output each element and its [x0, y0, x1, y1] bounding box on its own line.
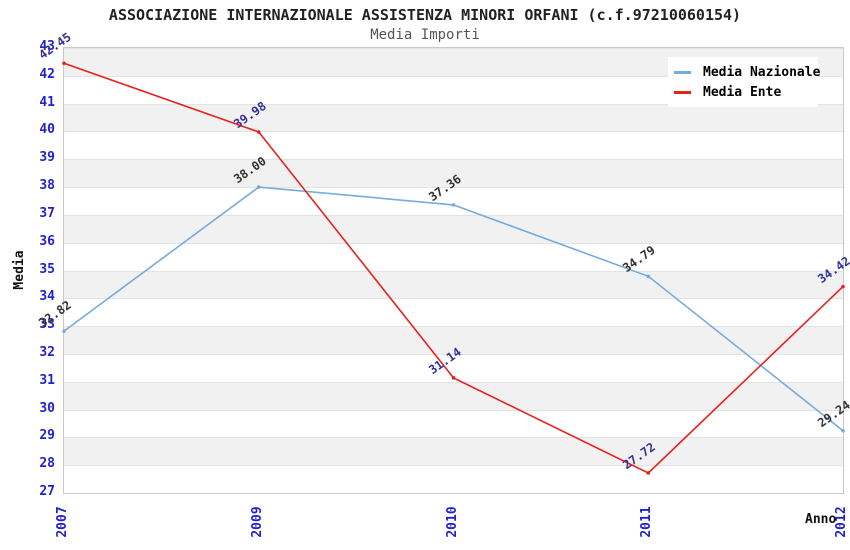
grid-band [64, 214, 843, 243]
y-tick-label: 38 [39, 178, 55, 194]
legend-swatch-blue [674, 70, 691, 74]
y-tick-label: 42 [39, 66, 55, 82]
chart-title: ASSOCIAZIONE INTERNAZIONALE ASSISTENZA M… [108, 6, 742, 24]
y-tick-label: 34 [39, 289, 55, 305]
series-lines [62, 61, 845, 475]
data-point [62, 329, 66, 333]
data-point [646, 471, 651, 475]
y-tick-label: 37 [39, 205, 55, 221]
grid-band [64, 326, 843, 354]
grid-band [64, 298, 843, 327]
plot-area [62, 47, 845, 494]
x-tick-label: 2009 [249, 506, 265, 538]
legend-label: Media Ente [703, 84, 782, 100]
y-tick-label: 43 [39, 39, 55, 54]
grid-band [64, 270, 843, 299]
data-point [646, 274, 651, 279]
data-point [451, 376, 456, 380]
x-tick-label: 2011 [639, 506, 655, 538]
y-tick-label: 33 [39, 317, 55, 333]
data-point [841, 284, 845, 289]
x-tick-label: 2012 [834, 506, 849, 538]
grid-band [64, 131, 843, 160]
grid-band [64, 242, 843, 271]
grid-band [64, 187, 843, 215]
y-tick-label: 32 [39, 344, 55, 360]
y-tick-label: 40 [39, 122, 55, 138]
y-tick-label: 39 [39, 150, 55, 166]
grid-band [64, 381, 843, 410]
chart-subtitle: Media Importi [370, 27, 480, 43]
y-tick-label: 29 [39, 428, 55, 444]
y-tick-label: 31 [39, 372, 55, 388]
x-axis-title: Anno [805, 512, 837, 527]
y-tick-label: 36 [39, 233, 55, 249]
y-tick-label: 41 [39, 94, 55, 110]
x-tick-label: 2010 [444, 506, 460, 538]
y-tick-label: 30 [39, 400, 55, 416]
x-tick-label: 2007 [55, 506, 70, 538]
grid-band [64, 409, 843, 438]
data-point [841, 428, 845, 433]
data-point [256, 185, 261, 189]
grid-band [64, 159, 843, 188]
series-line-0 [63, 186, 844, 432]
legend-label: Media Nazionale [703, 64, 821, 80]
data-point [451, 203, 456, 207]
series-line-1 [63, 62, 844, 474]
legend: Media Nazionale Media Ente [668, 57, 821, 107]
data-point [256, 130, 261, 134]
legend-swatch-red [674, 90, 691, 94]
y-axis-title: Media [12, 250, 27, 290]
y-tick-label: 27 [39, 484, 55, 499]
data-point [62, 61, 66, 66]
legend-item-media-ente: Media Ente [668, 82, 818, 102]
grid-band [64, 437, 843, 466]
grid-band [64, 465, 843, 493]
y-tick-label: 35 [39, 261, 55, 277]
y-tick-label: 28 [39, 456, 55, 472]
legend-item-media-nazionale: Media Nazionale [668, 62, 821, 82]
